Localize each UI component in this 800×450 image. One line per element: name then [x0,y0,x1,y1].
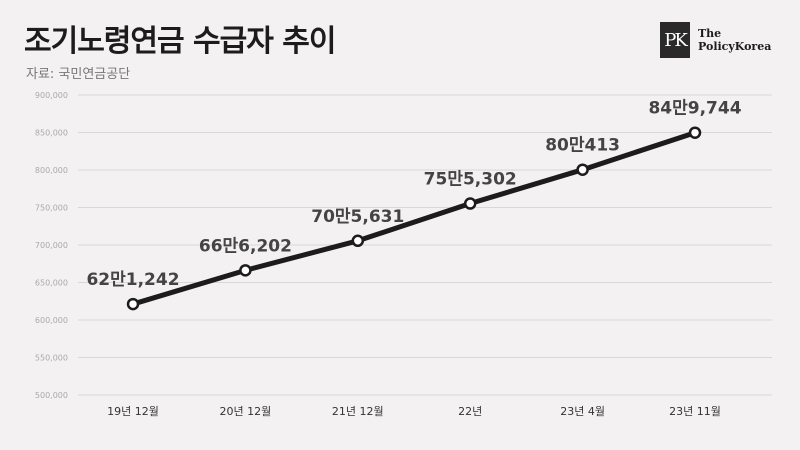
x-tick-label: 20년 12월 [220,405,272,418]
y-tick-label: 700,000 [35,241,68,250]
chart-title: 조기노령연금 수급자 추이 [24,24,336,59]
data-label: 70만5,631 [311,207,404,227]
y-axis-ticks: 500,000 550,000 600,000 650,000 700,000 750,0… [35,91,68,400]
x-tick-label: 22년 [458,405,482,418]
y-tick-label: 550,000 [35,354,68,363]
logo-mark-icon: PK [660,22,690,58]
data-label: 66만6,202 [199,236,292,256]
y-tick-label: 900,000 [35,91,68,100]
x-tick-label: 19년 12월 [107,405,159,418]
data-point [239,264,252,277]
data-label: 80만413 [545,136,620,156]
logo-line-2: PolicyKorea [698,40,772,53]
source-note: 자료: 국민연금공단 [26,67,131,82]
y-tick-label: 600,000 [35,316,68,325]
data-point [351,234,365,248]
y-tick-label: 800,000 [35,166,68,175]
x-axis-ticks: 19년 12월 20년 12월 21년 12월 22년 23년 4월 23년 11월 [107,405,721,418]
x-tick-label: 21년 12월 [332,405,384,418]
data-labels: 62만1,242 66만6,202 70만5,631 75만5,302 80만413 84… [86,99,741,290]
logo-line-1: The [698,27,722,40]
grid-layer [78,94,772,396]
data-label: 75만5,302 [424,170,517,190]
data-points [126,126,702,311]
data-point [576,163,589,176]
data-label: 62만1,242 [86,270,179,290]
y-tick-label: 750,000 [35,204,68,213]
brand-logo: PK The PolicyKorea [660,22,771,58]
data-point [463,197,477,210]
x-tick-label: 23년 4월 [560,405,605,418]
y-tick-label: 850,000 [35,129,68,138]
x-tick-label: 23년 11월 [669,405,721,418]
y-tick-label: 500,000 [35,391,68,400]
data-label: 84만9,744 [648,99,741,119]
series-line-layer [130,130,698,307]
series-line [130,130,698,307]
data-point [126,297,140,311]
data-point [688,126,702,139]
logo-text: The PolicyKorea [698,27,771,53]
y-tick-label: 650,000 [35,279,68,288]
